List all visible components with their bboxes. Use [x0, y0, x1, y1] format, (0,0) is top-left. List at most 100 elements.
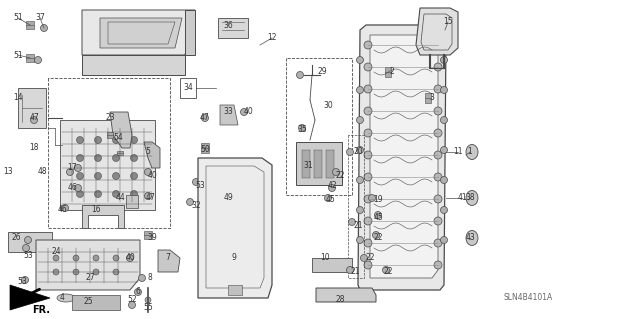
Polygon shape [358, 25, 446, 290]
Text: 28: 28 [335, 295, 345, 305]
Polygon shape [72, 295, 120, 310]
Polygon shape [326, 150, 334, 178]
Circle shape [364, 41, 372, 49]
Text: 50: 50 [200, 145, 210, 154]
Text: 46: 46 [57, 205, 67, 214]
Circle shape [131, 137, 138, 144]
Text: 27: 27 [85, 273, 95, 283]
Polygon shape [312, 258, 352, 272]
Circle shape [31, 116, 38, 123]
Circle shape [22, 277, 29, 284]
Polygon shape [82, 55, 185, 75]
Circle shape [145, 297, 151, 303]
Text: 31: 31 [303, 160, 313, 169]
Text: 47: 47 [145, 194, 155, 203]
Text: 38: 38 [465, 194, 475, 203]
Circle shape [73, 255, 79, 261]
Circle shape [434, 173, 442, 181]
Text: 20: 20 [353, 147, 363, 157]
Circle shape [67, 168, 74, 175]
Circle shape [440, 176, 447, 183]
Text: 35: 35 [297, 125, 307, 135]
Text: 53: 53 [17, 278, 27, 286]
Text: 39: 39 [147, 234, 157, 242]
Text: 37: 37 [35, 13, 45, 23]
Text: 14: 14 [13, 93, 23, 102]
Circle shape [328, 184, 335, 191]
Circle shape [145, 192, 152, 199]
Text: 47: 47 [200, 114, 210, 122]
Polygon shape [60, 120, 155, 210]
Circle shape [95, 173, 102, 180]
Text: 11: 11 [453, 147, 463, 157]
Circle shape [364, 239, 372, 247]
Text: 3: 3 [429, 93, 435, 102]
Circle shape [374, 211, 381, 219]
Circle shape [298, 124, 305, 131]
Circle shape [434, 129, 442, 137]
Polygon shape [316, 288, 376, 302]
Circle shape [93, 255, 99, 261]
Text: 7: 7 [166, 254, 170, 263]
Text: 48: 48 [37, 167, 47, 176]
Circle shape [434, 195, 442, 203]
Text: 1: 1 [468, 147, 472, 157]
Circle shape [364, 261, 372, 269]
Circle shape [356, 86, 364, 93]
Polygon shape [201, 143, 209, 153]
Circle shape [131, 190, 138, 197]
Circle shape [73, 269, 79, 275]
Text: 22: 22 [335, 170, 345, 180]
Circle shape [95, 154, 102, 161]
Circle shape [131, 173, 138, 180]
Polygon shape [302, 150, 310, 178]
Text: 22: 22 [373, 234, 383, 242]
Circle shape [53, 269, 59, 275]
Text: 53: 53 [23, 250, 33, 259]
Circle shape [364, 85, 372, 93]
Text: 40: 40 [125, 254, 135, 263]
Circle shape [364, 217, 372, 225]
Polygon shape [8, 232, 52, 252]
Circle shape [296, 71, 303, 78]
Circle shape [356, 176, 364, 183]
Text: 54: 54 [113, 133, 123, 143]
Text: 22: 22 [383, 268, 393, 277]
Circle shape [324, 195, 332, 202]
Text: 6: 6 [136, 287, 140, 296]
Polygon shape [198, 158, 272, 298]
Circle shape [77, 137, 83, 144]
Text: 22: 22 [365, 254, 375, 263]
Circle shape [241, 108, 248, 115]
Polygon shape [100, 18, 182, 48]
Circle shape [113, 269, 119, 275]
Circle shape [349, 219, 355, 226]
Circle shape [434, 85, 442, 93]
Text: 47: 47 [29, 114, 39, 122]
Circle shape [372, 232, 380, 239]
Circle shape [74, 165, 81, 172]
Circle shape [364, 173, 372, 181]
Polygon shape [220, 105, 238, 125]
Polygon shape [158, 250, 180, 272]
Circle shape [53, 255, 59, 261]
Circle shape [77, 154, 83, 161]
Text: 55: 55 [143, 303, 153, 313]
Polygon shape [117, 151, 123, 155]
Circle shape [364, 63, 372, 71]
Text: 18: 18 [29, 144, 39, 152]
Circle shape [440, 116, 447, 123]
Text: 2: 2 [390, 68, 394, 77]
Text: 52: 52 [127, 295, 137, 305]
Circle shape [113, 154, 120, 161]
Circle shape [434, 41, 442, 49]
Text: FR.: FR. [32, 305, 50, 315]
Text: 8: 8 [148, 273, 152, 283]
Polygon shape [296, 142, 342, 185]
Text: 16: 16 [91, 205, 101, 214]
Circle shape [356, 116, 364, 123]
Circle shape [77, 190, 83, 197]
Circle shape [93, 269, 99, 275]
Circle shape [369, 195, 376, 202]
Text: 40: 40 [147, 170, 157, 180]
